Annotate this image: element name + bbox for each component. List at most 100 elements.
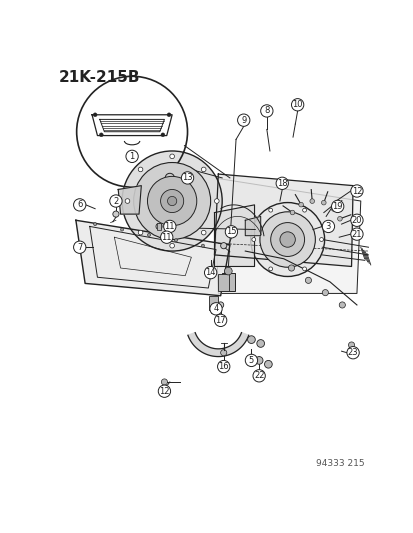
Circle shape	[350, 214, 362, 227]
Circle shape	[250, 203, 324, 277]
Circle shape	[214, 314, 226, 327]
Polygon shape	[244, 216, 260, 236]
Circle shape	[217, 302, 223, 308]
Circle shape	[120, 228, 123, 231]
Circle shape	[350, 228, 362, 240]
Text: 21: 21	[351, 230, 361, 239]
Circle shape	[225, 225, 237, 238]
Text: 21K-215B: 21K-215B	[59, 70, 140, 85]
Circle shape	[255, 357, 262, 364]
Text: 11: 11	[161, 233, 171, 241]
Text: 15: 15	[225, 227, 236, 236]
Circle shape	[251, 238, 255, 241]
Circle shape	[156, 223, 162, 230]
Circle shape	[204, 266, 216, 279]
Circle shape	[158, 385, 170, 398]
Circle shape	[270, 223, 304, 256]
Circle shape	[167, 196, 176, 206]
Circle shape	[247, 336, 255, 343]
Bar	[210, 308, 216, 313]
Circle shape	[217, 360, 229, 373]
Circle shape	[259, 212, 315, 267]
Text: 20: 20	[351, 216, 361, 225]
Circle shape	[169, 154, 174, 159]
Circle shape	[331, 200, 343, 213]
Text: 12: 12	[351, 187, 361, 196]
Text: 8: 8	[263, 107, 269, 116]
Circle shape	[350, 185, 362, 197]
Circle shape	[321, 220, 334, 232]
Circle shape	[252, 370, 265, 382]
Circle shape	[337, 216, 342, 221]
Circle shape	[214, 199, 218, 203]
Circle shape	[302, 267, 306, 271]
Circle shape	[161, 133, 164, 137]
Circle shape	[133, 163, 210, 239]
Bar	[157, 223, 161, 230]
Polygon shape	[214, 178, 360, 294]
Bar	[218, 274, 228, 291]
Circle shape	[260, 105, 272, 117]
Circle shape	[160, 231, 173, 244]
Circle shape	[181, 172, 193, 184]
Circle shape	[122, 151, 222, 251]
Circle shape	[290, 210, 294, 215]
Circle shape	[298, 203, 303, 207]
Circle shape	[319, 238, 323, 241]
Circle shape	[161, 379, 167, 385]
Circle shape	[74, 199, 85, 211]
Circle shape	[338, 302, 344, 308]
Circle shape	[321, 200, 325, 205]
Circle shape	[209, 303, 222, 315]
Circle shape	[268, 267, 272, 271]
Text: 12: 12	[159, 387, 169, 395]
Bar	[209, 296, 218, 310]
Text: 23: 23	[347, 348, 358, 357]
Text: 1: 1	[129, 152, 134, 161]
Text: 2: 2	[113, 197, 118, 206]
Text: 11: 11	[164, 222, 175, 231]
Text: 14: 14	[205, 268, 215, 277]
Circle shape	[237, 114, 249, 126]
Circle shape	[174, 239, 177, 242]
Text: 22: 22	[253, 372, 264, 381]
Text: 13: 13	[182, 173, 192, 182]
Circle shape	[279, 232, 294, 247]
Circle shape	[264, 360, 272, 368]
Circle shape	[201, 230, 206, 235]
Text: 5: 5	[248, 356, 254, 365]
Circle shape	[160, 189, 183, 213]
Circle shape	[309, 199, 314, 204]
Bar	[222, 273, 234, 291]
Polygon shape	[214, 205, 254, 266]
Circle shape	[163, 220, 176, 232]
Circle shape	[109, 195, 122, 207]
Circle shape	[224, 267, 232, 275]
Circle shape	[305, 277, 311, 284]
Circle shape	[288, 265, 294, 271]
Circle shape	[147, 176, 196, 225]
Text: 19: 19	[332, 202, 342, 211]
Polygon shape	[76, 220, 229, 296]
Circle shape	[125, 199, 129, 203]
Circle shape	[256, 340, 264, 348]
Circle shape	[147, 233, 150, 237]
Circle shape	[346, 346, 358, 359]
Circle shape	[113, 211, 119, 217]
Circle shape	[201, 167, 206, 172]
Circle shape	[348, 342, 354, 348]
Circle shape	[138, 167, 142, 172]
Circle shape	[330, 207, 335, 211]
Text: 17: 17	[215, 316, 225, 325]
Circle shape	[93, 223, 97, 225]
Text: 94333 215: 94333 215	[315, 459, 364, 468]
Text: 9: 9	[240, 116, 246, 125]
Text: 10: 10	[292, 100, 302, 109]
Circle shape	[74, 241, 85, 253]
Circle shape	[201, 244, 204, 247]
Circle shape	[244, 354, 257, 367]
Polygon shape	[188, 333, 248, 357]
Polygon shape	[118, 185, 141, 214]
Circle shape	[165, 173, 174, 182]
Circle shape	[291, 99, 303, 111]
